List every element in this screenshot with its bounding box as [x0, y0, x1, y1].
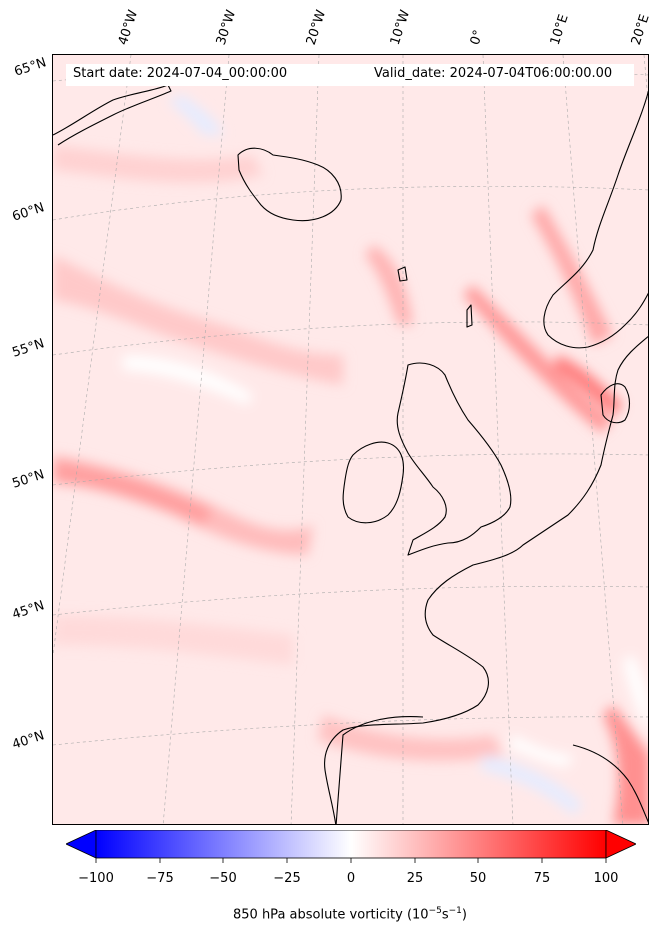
- cbar-tick-75: 75: [533, 871, 551, 886]
- cbar-tick-neg25: −25: [273, 871, 301, 886]
- cbar-tick-50: 50: [469, 871, 487, 886]
- coast-med: [572, 744, 648, 823]
- colorbar: [66, 830, 636, 863]
- lon-label-20e: 20°E: [628, 12, 653, 48]
- lon-label-30w: 30°W: [213, 8, 240, 47]
- lat-label-40n: 40°N: [10, 728, 47, 753]
- cbar-tick-25: 25: [406, 871, 424, 886]
- lon-label-10e: 10°E: [547, 12, 572, 48]
- coast-greenland: [53, 84, 172, 146]
- start-date-label: Start date: 2024-07-04_00:00:00: [73, 66, 288, 81]
- lat-label-55n: 55°N: [10, 336, 47, 361]
- lat-label-65n: 65°N: [12, 55, 49, 80]
- coast-faroe: [397, 266, 408, 282]
- colorbar-title: 850 hPa absolute vorticity (10−5s−1): [233, 906, 467, 923]
- vorticity-field: [53, 95, 648, 824]
- lat-label-45n: 45°N: [10, 598, 47, 623]
- lon-label-20w: 20°W: [303, 8, 330, 47]
- colorbar-low-extend: [66, 830, 97, 859]
- valid-date-label: Valid_date: 2024-07-04T06:00:00.00: [374, 66, 613, 81]
- lon-label-40w: 40°W: [115, 8, 142, 47]
- coastlines: [53, 84, 648, 824]
- lon-label-0: 0°: [467, 28, 487, 47]
- map-canvas: [53, 55, 648, 824]
- lon-label-10w: 10°W: [387, 8, 414, 47]
- cbar-tick-neg75: −75: [146, 871, 174, 886]
- coast-europe: [324, 335, 648, 824]
- cbar-tick-100: 100: [593, 871, 619, 886]
- coast-ireland: [342, 441, 405, 524]
- colorbar-body: [95, 830, 607, 859]
- header-strip: [66, 64, 634, 86]
- lat-label-50n: 50°N: [10, 467, 47, 492]
- coast-iberia: [335, 716, 424, 824]
- lat-label-60n: 60°N: [10, 200, 47, 225]
- coast-shetland: [466, 304, 473, 328]
- vorticity-map: [52, 54, 649, 825]
- coast-iceland: [237, 147, 342, 222]
- coast-denmark: [600, 383, 631, 424]
- cbar-tick-neg100: −100: [78, 871, 114, 886]
- cbar-tick-0: 0: [346, 871, 356, 886]
- coast-scandinavia: [543, 90, 648, 349]
- graticule: [53, 55, 648, 824]
- coast-great-britain: [396, 362, 512, 556]
- colorbar-high-extend: [605, 830, 636, 859]
- cbar-tick-neg50: −50: [209, 871, 237, 886]
- colorbar-ticks: [95, 858, 607, 863]
